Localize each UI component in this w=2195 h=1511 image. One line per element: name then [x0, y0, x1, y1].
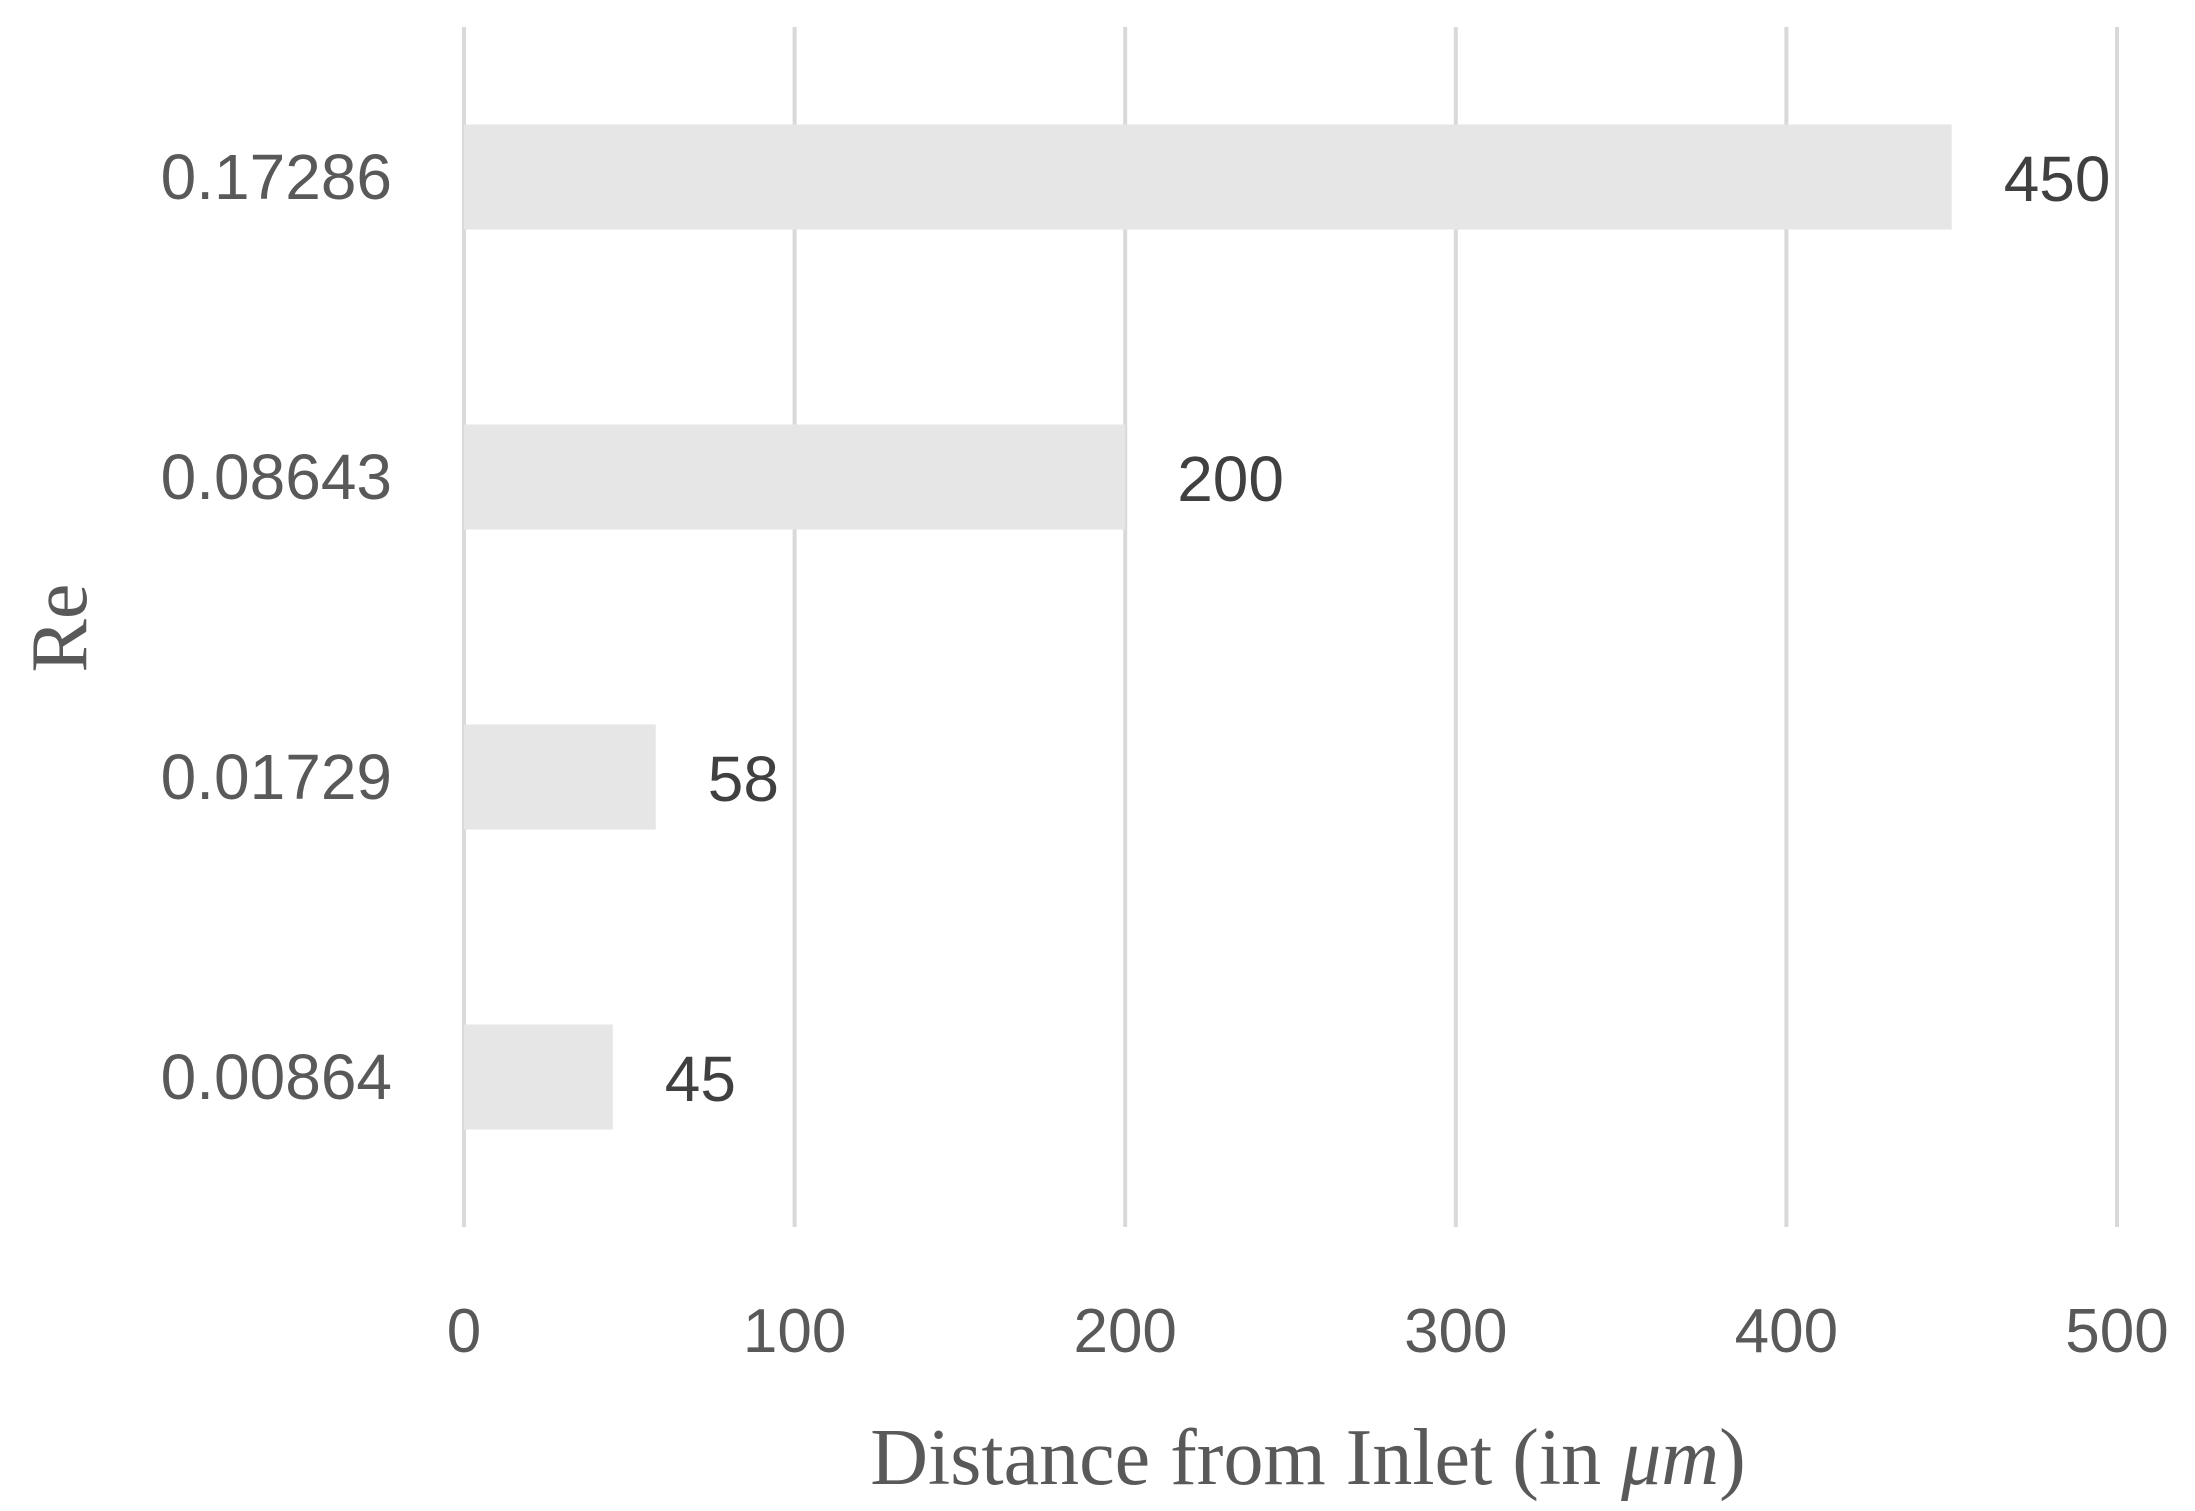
- x-tick-label: 200: [1073, 1297, 1176, 1366]
- y-tick-label: 0.00864: [161, 1041, 392, 1113]
- x-axis-title: Distance from Inlet (in μm): [870, 1414, 1745, 1502]
- x-tick-labels: 0 100 200 300 400 500: [447, 1297, 2169, 1366]
- x-tick-label: 500: [2065, 1297, 2168, 1366]
- data-label: 58: [708, 743, 779, 815]
- data-labels: 450 200 58 45: [665, 143, 2111, 1115]
- y-axis-title: Re: [16, 584, 104, 673]
- data-label: 45: [665, 1043, 736, 1115]
- y-tick-label: 0.01729: [161, 741, 392, 813]
- y-tick-label: 0.17286: [161, 141, 392, 213]
- x-tick-label: 300: [1404, 1297, 1507, 1366]
- bar: [464, 424, 1126, 530]
- x-tick-label: 100: [743, 1297, 846, 1366]
- x-tick-label: 0: [447, 1297, 481, 1366]
- bar: [464, 124, 1952, 230]
- data-label: 450: [2004, 143, 2111, 215]
- x-tick-label: 400: [1735, 1297, 1838, 1366]
- bar: [464, 724, 656, 830]
- y-tick-label: 0.08643: [161, 441, 392, 513]
- data-label: 200: [1177, 443, 1284, 515]
- bar: [464, 1024, 613, 1130]
- category-labels: 0.17286 0.08643 0.01729 0.00864: [161, 141, 392, 1113]
- bars: [464, 124, 1952, 1130]
